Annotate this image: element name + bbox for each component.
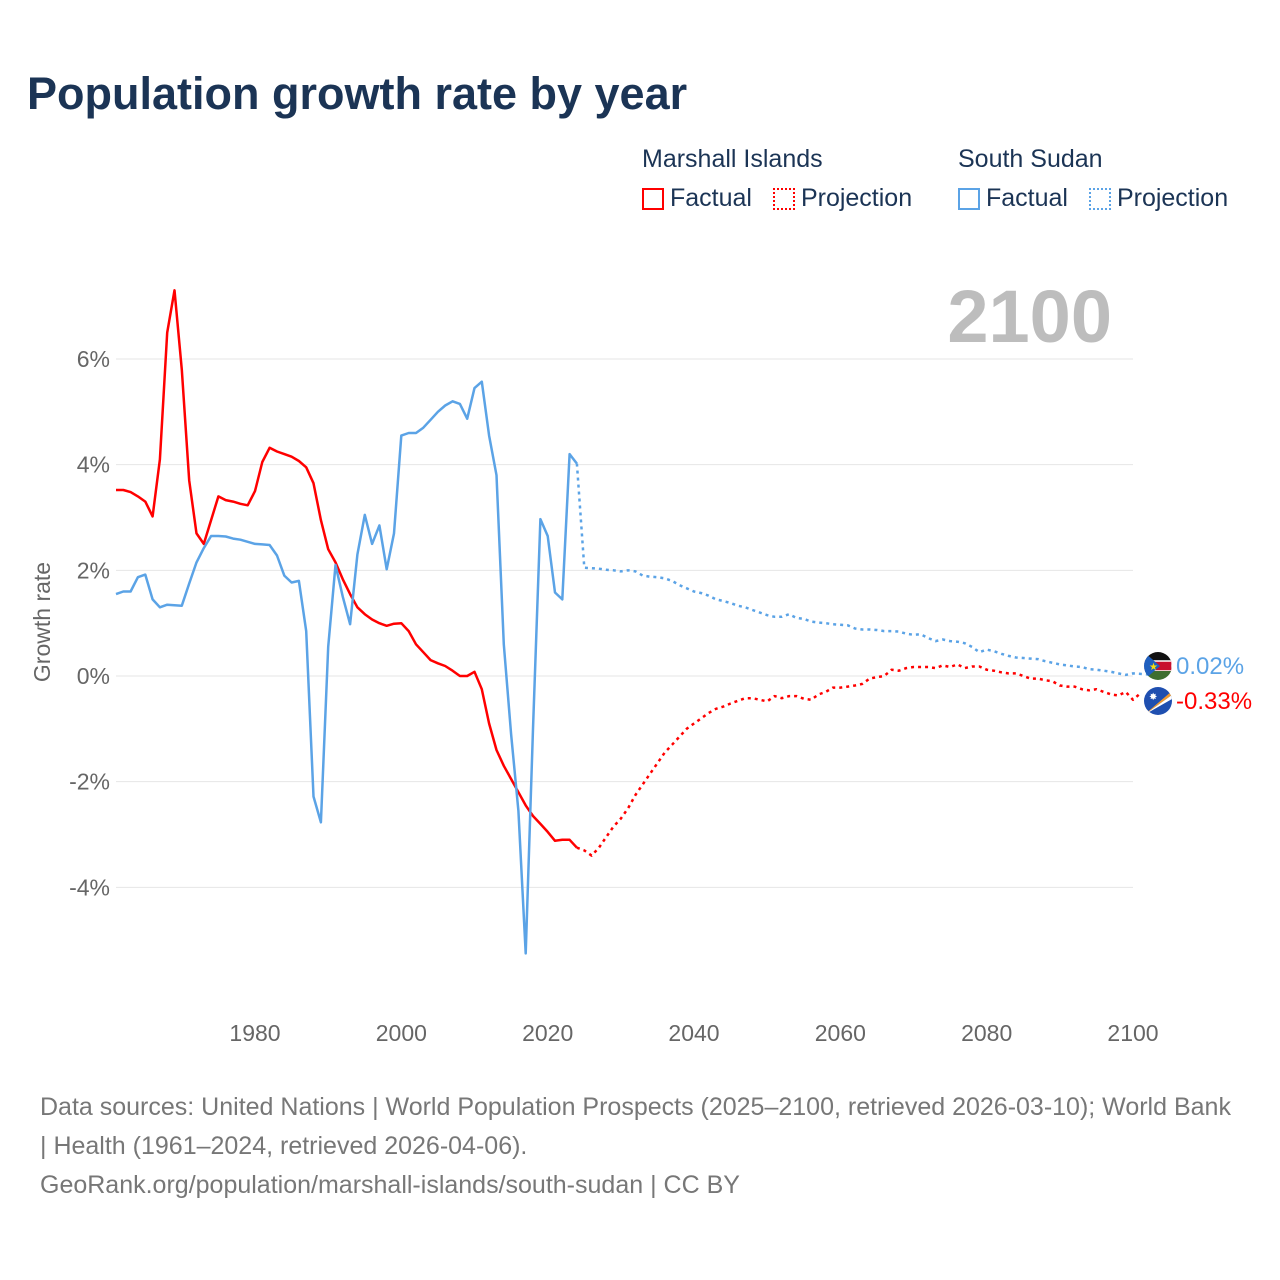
- y-tick-label: 6%: [77, 346, 110, 372]
- x-tick-label: 2040: [668, 1020, 719, 1046]
- y-tick-label: -4%: [69, 874, 110, 900]
- marshall-islands-factual-line: [116, 289, 578, 849]
- x-tick-label: 2060: [815, 1020, 866, 1046]
- y-tick-label: 0%: [77, 663, 110, 689]
- footer: Data sources: United Nations | World Pop…: [40, 1088, 1240, 1205]
- year-label: 2100: [947, 275, 1112, 358]
- south-sudan-end-label: 0.02%: [1176, 653, 1244, 680]
- legend-label: Projection: [800, 184, 913, 212]
- solid-swatch-icon: [642, 187, 664, 210]
- dotted-swatch-icon: [772, 187, 795, 210]
- legend-label: Factual: [986, 184, 1068, 212]
- x-tick-label: 2020: [522, 1020, 573, 1046]
- marshall-islands-end-label: -0.33%: [1176, 688, 1252, 715]
- legend-group-marshall-islands: Marshall Islands Factual Projection: [642, 145, 926, 217]
- y-tick-label: 2%: [77, 557, 110, 583]
- legend-group-south-sudan: South Sudan Factual Projection: [958, 145, 1242, 217]
- x-tick-label: 1980: [229, 1020, 280, 1046]
- x-tick-label: 2080: [961, 1020, 1012, 1046]
- chart-title: Population growth rate by year: [27, 68, 688, 119]
- y-tick-label: 4%: [77, 452, 110, 478]
- legend-label: Factual: [670, 184, 752, 212]
- x-tick-label: 2000: [376, 1020, 427, 1046]
- dotted-swatch-icon: [1088, 187, 1111, 210]
- svg-text:★: ★: [1149, 662, 1158, 673]
- legend-item-projection[interactable]: Projection: [1088, 184, 1229, 213]
- data-sources: Data sources: United Nations | World Pop…: [40, 1093, 1231, 1160]
- legend-country-name: Marshall Islands: [642, 145, 823, 173]
- solid-swatch-icon: [958, 187, 980, 210]
- x-tick-label: 2100: [1107, 1020, 1158, 1046]
- marshall-islands-projection-line: [576, 663, 1142, 857]
- svg-text:✸: ✸: [1149, 692, 1157, 703]
- y-tick-label: -2%: [69, 769, 110, 795]
- legend-label: Projection: [1116, 184, 1229, 212]
- legend-item-factual[interactable]: Factual: [642, 184, 752, 213]
- legend-country-name: South Sudan: [958, 145, 1103, 173]
- marshall-islands-flag-icon: ✸: [1144, 687, 1172, 715]
- source-link[interactable]: GeoRank.org/population/marshall-islands/…: [40, 1171, 740, 1199]
- south-sudan-factual-line: [115, 380, 578, 955]
- legend-item-projection[interactable]: Projection: [772, 184, 913, 213]
- y-axis-label: Growth rate: [29, 562, 55, 682]
- legend-item-factual[interactable]: Factual: [958, 184, 1068, 213]
- south-sudan-flag-icon: ★: [1144, 652, 1172, 680]
- south-sudan-projection-line: [575, 463, 1171, 677]
